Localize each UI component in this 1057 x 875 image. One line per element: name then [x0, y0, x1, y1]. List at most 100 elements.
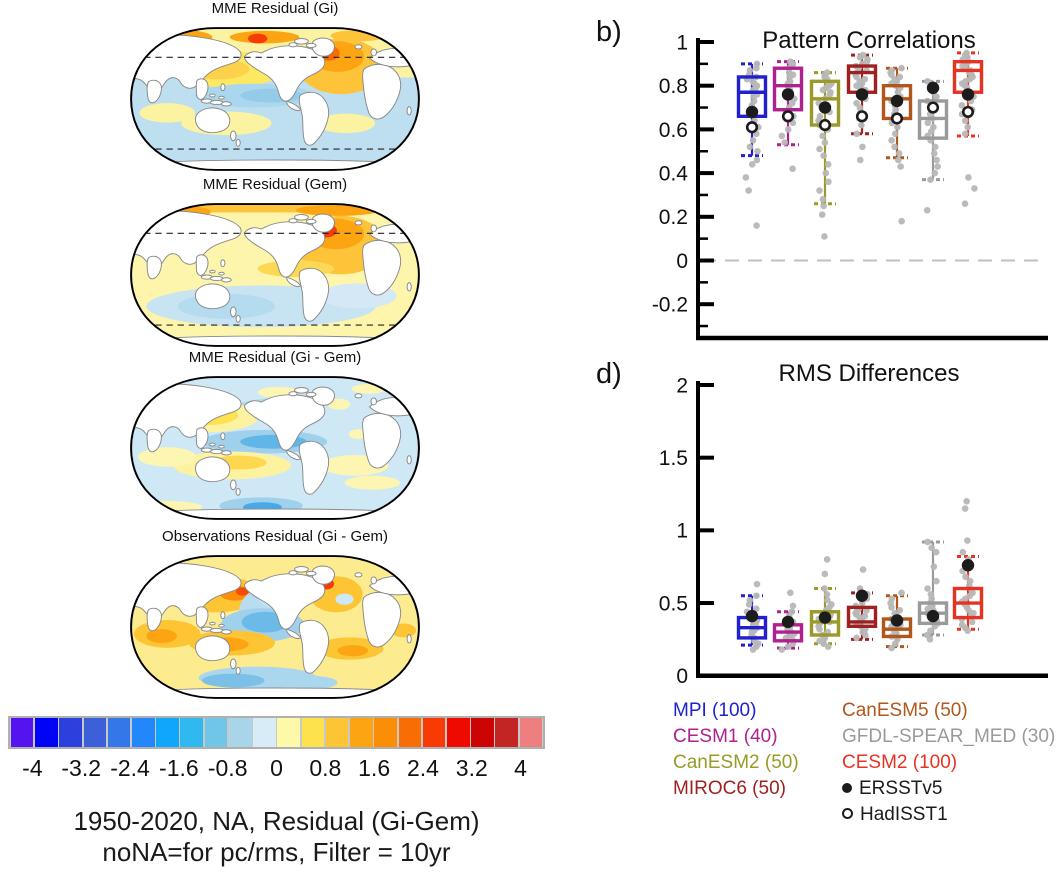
- member-dot-MIROC6: [856, 156, 864, 164]
- ersstv5-dot-MIROC6: [855, 589, 869, 602]
- member-dot-GFDL-SPEAR_MED: [933, 93, 940, 100]
- member-dot-MPI: [746, 143, 754, 151]
- member-dot-CanESM2: [820, 202, 827, 210]
- box-group-CanESM5: [881, 64, 913, 225]
- colorbar-cell-13: [325, 718, 349, 747]
- member-dot-CESM2: [964, 627, 972, 634]
- member-dot-CESM2: [961, 130, 969, 138]
- legend-item-CanESM2: CanESM2 (50): [673, 752, 799, 773]
- caption-line-2: noNA=for pc/rms, Filter = 10yr: [102, 837, 451, 867]
- y-tick-label: 0: [676, 665, 688, 686]
- member-dot-MPI: [753, 64, 760, 72]
- box-group-CESM2: [952, 497, 984, 634]
- member-dot-CESM2: [968, 618, 976, 626]
- member-dot-MPI: [753, 580, 761, 588]
- member-dot-CESM2: [965, 174, 972, 181]
- member-dot-GFDL-SPEAR_MED: [924, 585, 931, 592]
- y-tick-label: 1: [676, 520, 688, 543]
- member-dot-CanESM5: [897, 163, 904, 170]
- member-dot-CESM1: [778, 132, 786, 140]
- ersstv5-dot-CESM2: [961, 559, 975, 572]
- member-dot-CanESM2: [819, 132, 826, 140]
- colorbar-cell-3: [83, 718, 107, 747]
- member-dot-CanESM5: [896, 606, 904, 614]
- member-dot-CESM2: [963, 497, 970, 505]
- member-dot-MPI: [745, 187, 752, 194]
- colorbar-cell-14: [350, 718, 373, 747]
- member-dot-CanESM2: [819, 196, 827, 203]
- colorbar-cell-8: [204, 718, 228, 747]
- member-dot-CESM1: [789, 165, 796, 173]
- member-dot-MPI: [753, 156, 761, 164]
- map-title-gi: MME Residual (Gi): [211, 0, 339, 17]
- colorbar-cell-7: [180, 718, 204, 747]
- member-dot-GFDL-SPEAR_MED: [928, 544, 935, 552]
- ersstv5-dot-CESM1: [781, 88, 795, 101]
- box-group-GFDL-SPEAR_MED: [917, 78, 949, 214]
- box-group-CanESM2: [809, 69, 841, 240]
- member-dot-MIROC6: [856, 53, 864, 61]
- hadisst1-circle-CESM1: [781, 110, 795, 123]
- member-dot-CESM2: [961, 200, 969, 207]
- map-title-gem: MME Residual (Gem): [202, 176, 348, 193]
- y-tick-label: 1: [676, 31, 688, 54]
- boxplot-rms-differences: 2 1.5 1 0.5 0 RMS Differences: [659, 360, 1048, 686]
- member-dot-CanESM2: [826, 91, 834, 98]
- member-dot-CanESM5: [894, 123, 901, 131]
- member-dot-CanESM5: [888, 644, 895, 652]
- colorbar-cell-9: [228, 718, 252, 747]
- legend-column-2: CanESM5 (50) GFDL-SPEAR_MED (30) CESM2 (10…: [842, 698, 1055, 828]
- member-dot-MIROC6: [858, 121, 865, 129]
- member-dot-MPI: [753, 592, 760, 600]
- member-dot-CanESM5: [891, 130, 899, 138]
- map-outline: [130, 555, 420, 699]
- member-dot-CanESM2: [816, 625, 823, 633]
- chart-title: Pattern Correlations: [762, 27, 975, 54]
- member-dot-CESM2: [964, 123, 972, 131]
- map-block-obs: Observations Residual (Gi - Gem): [129, 529, 421, 708]
- box-group-CESM1: [772, 58, 804, 173]
- member-dot-CESM1: [784, 126, 792, 133]
- member-dot-GFDL-SPEAR_MED: [924, 538, 931, 546]
- colorbar-cell-20: [495, 718, 519, 747]
- world-map-gi-minus-gem: [130, 376, 420, 520]
- ersstv5-dot-CanESM2: [818, 101, 832, 114]
- panel-label-d: d): [596, 358, 622, 390]
- member-dot-CanESM2: [823, 556, 831, 563]
- boxplot-pattern-correlations: 1 0.8 0.6 0.4 0.2 0 -0.2 Pattern Correlations: [652, 27, 1048, 341]
- member-dot-MPI: [752, 605, 760, 613]
- member-dot-CESM1: [787, 589, 794, 597]
- member-dot-GFDL-SPEAR_MED: [927, 128, 935, 135]
- map-outline: [130, 27, 420, 171]
- colorbar-cell-18: [447, 718, 470, 747]
- ersstv5-dot-MIROC6: [855, 88, 869, 101]
- legend-item-CanESM5: CanESM5 (50): [842, 700, 968, 721]
- colorbar-cell-12: [301, 718, 325, 747]
- box-group-MPI: [736, 60, 768, 229]
- member-dot-CanESM5: [888, 137, 895, 144]
- member-dot-CESM1: [778, 646, 786, 653]
- map-outline: [130, 376, 420, 520]
- member-dot-MIROC6: [859, 143, 866, 151]
- member-dot-CESM1: [784, 643, 792, 650]
- box-group-CanESM5: [881, 589, 913, 652]
- hadisst1-circle-GFDL-SPEAR_MED: [926, 101, 940, 114]
- ersstv5-dot-GFDL-SPEAR_MED: [926, 81, 940, 95]
- open-circle-icon: [842, 808, 853, 819]
- colorbar-cell-5: [131, 718, 155, 747]
- legend-item-CESM2: CESM2 (100): [842, 752, 958, 773]
- legend-obs-label: HadISST1: [860, 804, 948, 825]
- continents: [131, 562, 419, 698]
- member-dot-CanESM5: [895, 150, 903, 157]
- ersstv5-dot-MPI: [745, 105, 759, 119]
- member-dot-MPI: [754, 147, 761, 155]
- colorbar-tick-label: -0.8: [207, 755, 248, 781]
- colorbar-cell-11: [277, 718, 301, 747]
- colorbar-cell-1: [35, 718, 58, 747]
- member-dot-GFDL-SPEAR_MED: [923, 206, 931, 214]
- member-dot-GFDL-SPEAR_MED: [931, 143, 939, 151]
- member-dot-CESM2: [961, 117, 969, 124]
- box-MIROC6: [846, 605, 878, 628]
- member-dot-MIROC6: [862, 631, 869, 639]
